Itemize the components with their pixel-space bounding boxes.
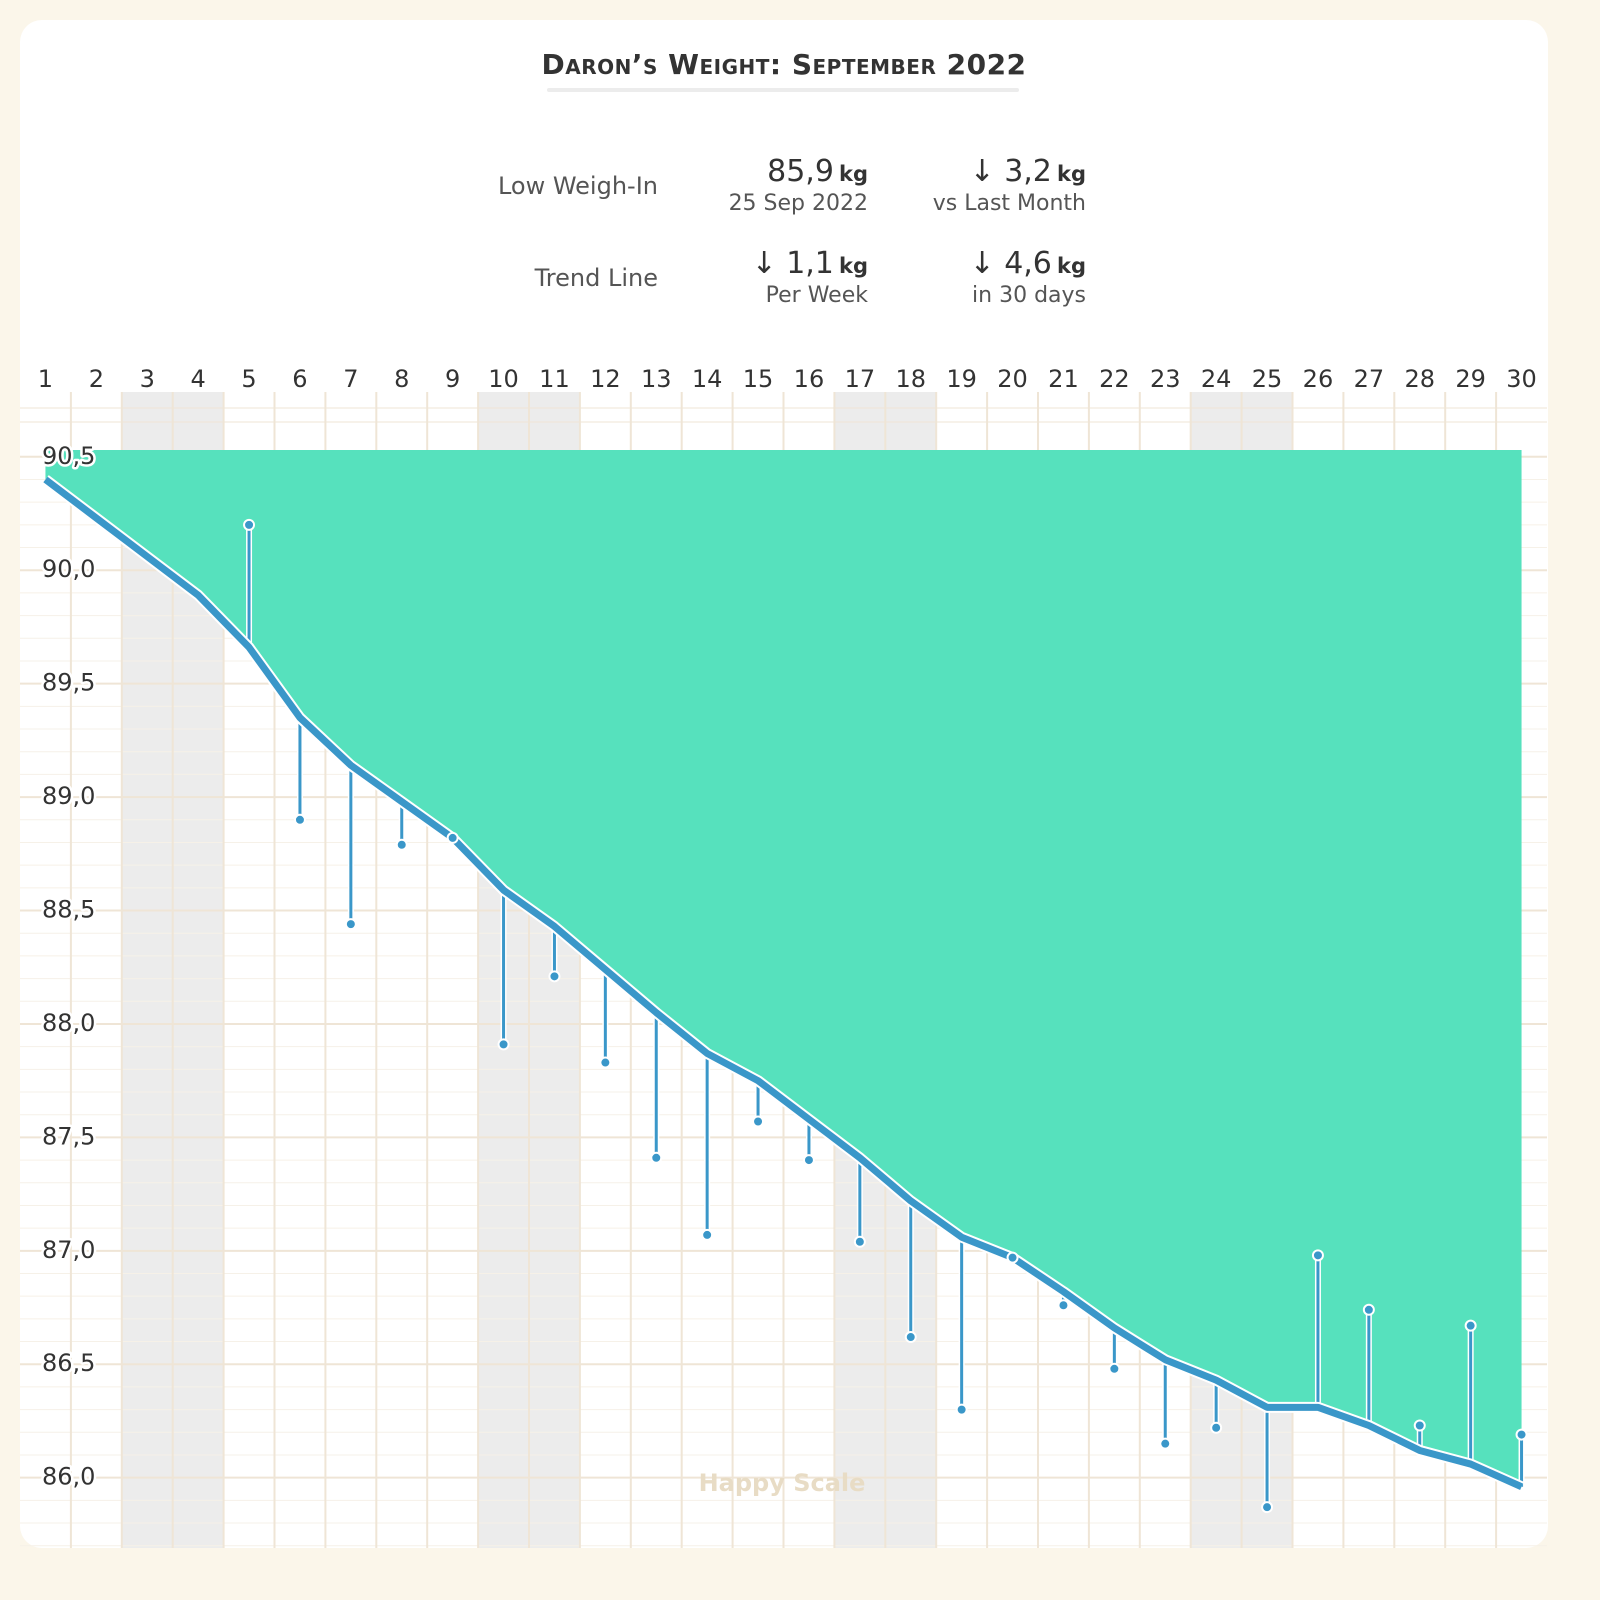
x-tick-label: 23	[1150, 365, 1181, 393]
weigh-in-dot	[1413, 1419, 1426, 1432]
x-tick-label: 19	[946, 365, 977, 393]
stat: ↓ 3,2 kg vs Last Month	[933, 154, 1086, 216]
weigh-in-dot	[701, 1228, 714, 1241]
x-tick-label: 13	[641, 365, 672, 393]
chart-title: Daron’s Weight: September 2022	[541, 48, 1027, 81]
stat-value: ↓ 3,2	[969, 154, 1052, 189]
stat-caption: 25 Sep 2022	[728, 191, 868, 216]
x-tick-label: 16	[794, 365, 825, 393]
y-tick-label: 87,0	[42, 1236, 95, 1264]
stat: ↓ 1,1 kg Per Week	[752, 246, 868, 308]
weigh-in-dot	[446, 831, 459, 844]
stat-unit: kg	[1057, 254, 1086, 278]
watermark: Happy Scale	[699, 1469, 866, 1497]
x-tick-label: 7	[343, 365, 358, 393]
weigh-in-dot	[853, 1235, 866, 1248]
weigh-in-dot	[904, 1331, 917, 1344]
trend-line	[43, 476, 1523, 1490]
x-tick-label: 14	[692, 365, 723, 393]
weigh-in-dot	[395, 838, 408, 851]
x-tick-label: 30	[1506, 365, 1537, 393]
weigh-in-dot	[650, 1151, 663, 1164]
stat-unit: kg	[839, 254, 868, 278]
x-tick-label: 11	[539, 365, 570, 393]
y-tick-label: 86,5	[42, 1349, 95, 1377]
weigh-in-dot	[1108, 1362, 1121, 1375]
x-tick-label: 22	[1099, 365, 1130, 393]
stat-caption: Per Week	[765, 283, 868, 308]
y-tick-label: 89,0	[42, 782, 95, 810]
x-tick-label: 5	[241, 365, 256, 393]
weigh-in-dot	[1515, 1428, 1528, 1441]
x-tick-label: 3	[140, 365, 155, 393]
weigh-in-dot	[1159, 1437, 1172, 1450]
stat: ↓ 4,6 kg in 30 days	[970, 246, 1086, 308]
x-tick-label: 28	[1404, 365, 1435, 393]
y-tick-label: 88,5	[42, 896, 95, 924]
weigh-in-dot	[1210, 1421, 1223, 1434]
weigh-in-dot	[752, 1115, 765, 1128]
x-tick-label: 20	[997, 365, 1028, 393]
y-tick-label: 87,5	[42, 1122, 95, 1150]
weigh-in-dot	[344, 918, 357, 931]
y-tick-label: 86,0	[42, 1463, 95, 1491]
x-tick-label: 15	[743, 365, 774, 393]
area	[45, 450, 1522, 1487]
x-tick-label: 9	[445, 365, 460, 393]
stat-value: ↓ 4,6	[969, 246, 1052, 281]
y-tick-label: 90,0	[42, 555, 95, 583]
weigh-in-dot	[1261, 1501, 1274, 1514]
stat-caption: vs Last Month	[932, 191, 1086, 216]
x-tick-label: 12	[590, 365, 621, 393]
x-tick-label: 6	[292, 365, 307, 393]
y-tick-label: 88,0	[42, 1009, 95, 1037]
x-tick-label: 25	[1252, 365, 1283, 393]
stat-unit: kg	[839, 162, 868, 186]
y-tick-label: 89,5	[42, 669, 95, 697]
stat-unit: kg	[1057, 162, 1086, 186]
x-tick-label: 26	[1303, 365, 1334, 393]
shaded-day	[121, 392, 173, 1548]
stat: 85,9 kg 25 Sep 2022	[729, 154, 868, 216]
x-tick-label: 27	[1354, 365, 1385, 393]
weigh-in-dot	[497, 1038, 510, 1051]
stat-value: ↓ 1,1	[751, 246, 834, 281]
x-tick-label: 18	[895, 365, 926, 393]
stat-label: Low Weigh-In	[497, 172, 658, 200]
title-rule	[547, 88, 1019, 92]
stat-caption: in 30 days	[972, 283, 1086, 308]
x-tick-label: 10	[488, 365, 519, 393]
weigh-in-dot	[293, 813, 306, 826]
x-tick-label: 2	[89, 365, 104, 393]
weigh-in-dot	[548, 970, 561, 983]
weigh-in-dot	[599, 1056, 612, 1069]
weigh-in-dot	[802, 1154, 815, 1167]
weigh-in-dot	[1464, 1319, 1477, 1332]
x-tick-label: 17	[845, 365, 876, 393]
x-tick-label: 4	[191, 365, 206, 393]
weigh-in-dot	[243, 518, 256, 531]
x-tick-label: 21	[1048, 365, 1079, 393]
stat-value: 85,9	[767, 154, 834, 189]
x-tick-label: 24	[1201, 365, 1232, 393]
weigh-in-dot	[1006, 1251, 1019, 1264]
weigh-in-dot	[1057, 1299, 1070, 1312]
weigh-in-dot	[1362, 1303, 1375, 1316]
weigh-in-dot	[1311, 1249, 1324, 1262]
weigh-in-dot	[955, 1403, 968, 1416]
y-tick-label: 90,5	[42, 442, 95, 470]
x-tick-label: 29	[1455, 365, 1486, 393]
x-tick-label: 1	[38, 365, 53, 393]
x-tick-label: 8	[394, 365, 409, 393]
stat-label: Trend Line	[534, 264, 658, 292]
